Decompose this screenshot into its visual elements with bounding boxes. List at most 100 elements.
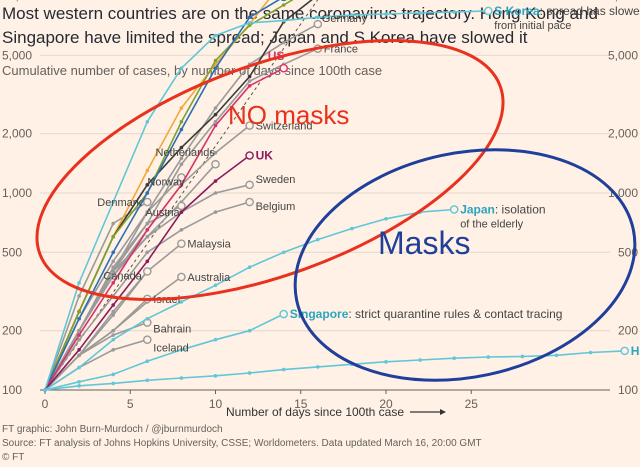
data-point-singapore [279, 309, 289, 319]
data-point-spain [111, 250, 115, 255]
data-point-belgium [213, 210, 218, 214]
data-point-belgium [145, 250, 150, 255]
series-label-iceland: Iceland [153, 343, 188, 355]
data-point-hong-kong [418, 358, 422, 362]
y-tick-label-right: 200 [618, 324, 638, 338]
series-label-germany: Germany [322, 13, 368, 25]
data-point-denmark [111, 221, 115, 226]
x-tick-label: 20 [379, 397, 393, 411]
series-label-denmark: Denmark [97, 197, 142, 209]
data-point-italy [179, 145, 184, 150]
data-point-us [279, 63, 289, 73]
data-point-japan [384, 216, 388, 221]
series-line-denmark [44, 201, 148, 391]
data-point-s-korea [213, 33, 218, 38]
x-axis-arrow-head [440, 409, 446, 415]
data-point-iran [77, 309, 81, 314]
data-point-bahrain [77, 353, 81, 358]
x-tick-label: 15 [294, 397, 308, 411]
no-masks-ellipse [35, 39, 505, 301]
data-point-s-korea [77, 281, 81, 285]
reference-line [44, 0, 319, 391]
data-point-iceland [111, 347, 115, 352]
data-point-austria [177, 201, 186, 211]
data-point-japan [449, 205, 459, 214]
data-point-spain [213, 66, 218, 71]
no-masks-label: NO masks [228, 100, 349, 130]
data-point-france [179, 162, 184, 167]
data-point-singapore [247, 328, 252, 333]
data-point-hong-kong [247, 371, 252, 375]
data-point-belgium [179, 228, 184, 232]
data-point-singapore [77, 380, 81, 384]
series-line-iran [44, 0, 294, 391]
series-label-bahrain: Bahrain [153, 324, 191, 336]
series-line-china [44, 0, 270, 391]
data-point-us [247, 84, 252, 88]
footer: FT graphic: John Burn-Murdoch / @jburnmu… [2, 423, 482, 465]
series-line-singapore [44, 313, 285, 391]
data-point-s-korea [350, 13, 354, 17]
y-tick-label-left: 200 [2, 324, 22, 338]
data-point-iran [281, 3, 286, 7]
data-point-canada [142, 267, 152, 276]
data-point-s-korea [179, 66, 184, 71]
data-point-germany [179, 156, 184, 161]
series-note-japan: : isolation [495, 202, 546, 216]
data-point-hong-kong [316, 365, 320, 369]
data-point-uk [111, 303, 115, 307]
y-tick-label-right: 2,000 [608, 127, 638, 141]
data-point-france [111, 265, 115, 270]
data-point-iran [179, 119, 184, 124]
data-point-sweden [245, 180, 254, 190]
data-point-denmark [142, 197, 152, 207]
data-point-switzerland [245, 121, 254, 130]
data-point-s-korea [452, 10, 457, 14]
data-point-belgium [245, 197, 254, 207]
series-line-us [44, 67, 285, 391]
series-note-s-korea: : spread has slowed [540, 4, 640, 18]
data-point-hong-kong [179, 376, 184, 380]
data-point-japan [213, 283, 218, 288]
data-point-spain [247, 15, 252, 20]
data-point-germany [281, 40, 286, 45]
data-point-s-korea [111, 200, 115, 204]
x-tick-label: 10 [209, 397, 223, 411]
data-point-hong-kong [384, 360, 388, 364]
data-point-hong-kong [111, 381, 115, 386]
data-point-hong-kong [620, 346, 630, 356]
data-point-malaysia [177, 239, 186, 248]
series-label-belgium: Belgium [256, 201, 296, 213]
series-label-singapore: Singapore: strict quarantine rules & con… [290, 307, 563, 321]
data-point-bahrain [111, 333, 115, 337]
y-tick-label-left: 1,000 [2, 186, 32, 200]
data-point-germany [213, 106, 218, 110]
data-point-italy [247, 74, 252, 79]
masks-label: Masks [378, 225, 470, 261]
data-point-us [213, 123, 218, 128]
chart-title: Most western countries are on the same c… [2, 4, 598, 47]
series-label-switzerland: Switzerland [256, 121, 313, 133]
data-point-s-korea [418, 11, 422, 15]
y-tick-label-left: 2,000 [2, 127, 32, 141]
data-point-hong-kong [145, 378, 150, 383]
data-point-uk [77, 347, 81, 352]
data-point-norway [111, 259, 115, 264]
data-point-japan [247, 265, 252, 270]
data-point-hong-kong [43, 388, 47, 392]
data-point-singapore [213, 337, 218, 342]
data-point-hong-kong [452, 356, 457, 361]
data-point-norway [145, 210, 150, 214]
series-label-s-korea: S Korea: spread has slowed [494, 4, 640, 18]
data-point-iran [213, 58, 218, 63]
data-point-spain [145, 191, 150, 195]
data-point-malaysia [111, 313, 115, 317]
data-point-hong-kong [588, 350, 593, 355]
x-axis-label: Number of days since 100th case [226, 405, 404, 419]
series-line-hong-kong [44, 350, 625, 391]
data-point-s-korea [316, 15, 320, 20]
data-point-italy [213, 112, 218, 117]
data-point-switzerland [213, 150, 218, 155]
series-note-singapore: : strict quarantine rules & contact trac… [348, 307, 562, 321]
data-point-italy [145, 183, 150, 187]
